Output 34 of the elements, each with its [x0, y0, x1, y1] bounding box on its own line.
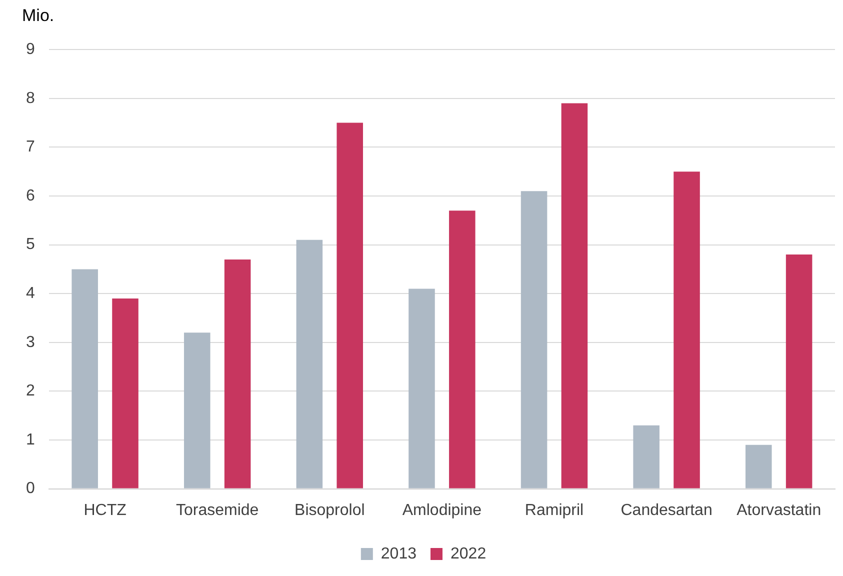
y-tick-label: 7: [26, 138, 35, 156]
bar: [112, 298, 138, 488]
x-tick-label: HCTZ: [84, 502, 127, 519]
legend-label: 2013: [380, 545, 417, 562]
y-tick-label: 6: [26, 187, 35, 204]
bar: [633, 425, 660, 488]
y-tick-label: 3: [26, 334, 35, 351]
y-tick-label: 4: [26, 285, 35, 302]
y-tick-label: 5: [26, 236, 35, 254]
y-tick-label: 9: [26, 41, 35, 58]
x-tick-label: Ramipril: [524, 502, 584, 519]
bar: [745, 444, 772, 488]
y-tick-label: 8: [26, 90, 35, 107]
bar: [674, 172, 700, 488]
bar: [184, 332, 210, 488]
bar: [72, 269, 98, 488]
y-tick-label: 2: [26, 382, 35, 400]
bar: [336, 122, 363, 488]
bar: [520, 191, 548, 488]
x-tick-label: Candesartan: [620, 502, 712, 519]
bar: [561, 103, 588, 488]
y-tick-label: 0: [26, 480, 35, 498]
bar: [786, 254, 812, 488]
legend-label: 2022: [450, 545, 486, 562]
x-tick-label: Bisoprolol: [294, 502, 365, 519]
x-tick-label: Amlodipine: [402, 502, 482, 519]
x-tick-label: Atorvastatin: [736, 502, 822, 519]
x-tick-label: Torasemide: [176, 502, 259, 519]
bar: [408, 288, 435, 488]
bar: [224, 259, 251, 488]
bar: [296, 240, 323, 488]
y-tick-label: 1: [26, 431, 35, 448]
y-axis-title: Mio.: [22, 6, 54, 26]
bar: [449, 210, 476, 488]
